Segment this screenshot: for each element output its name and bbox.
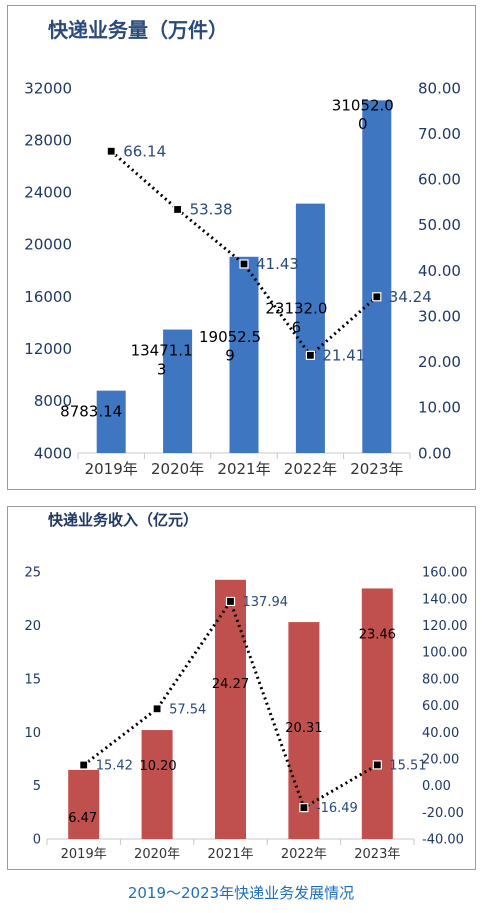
x-axis-category-label: 2021年 xyxy=(207,847,253,862)
x-axis-category-label: 2019年 xyxy=(61,847,107,862)
chart-panel-volume: 快递业务量（万件） 4000 8000 12000 16000 20000 24000 28… xyxy=(7,5,476,490)
left-axis-tick-label: 12000 xyxy=(24,340,72,358)
line-marker xyxy=(372,292,382,302)
left-axis-tick-label: 15 xyxy=(24,672,41,687)
bar xyxy=(361,588,393,839)
x-axis-category-label: 2023年 xyxy=(354,847,400,862)
right-axis-tick-label: 0.00 xyxy=(422,779,451,794)
x-axis-category-label: 2022年 xyxy=(284,460,337,478)
right-axis-tick-label: -20.00 xyxy=(422,806,464,821)
line-marker xyxy=(173,204,183,215)
bar xyxy=(141,730,173,839)
x-axis-category-label: 2020年 xyxy=(134,847,180,862)
x-axis-category-label: 2023年 xyxy=(350,460,403,478)
line-marker xyxy=(225,596,236,607)
line-data-label: -16.49 xyxy=(316,801,358,816)
right-axis-tick-label: 60.00 xyxy=(418,171,461,189)
bar-data-label: 10.20 xyxy=(139,759,176,774)
line-marker xyxy=(106,146,116,156)
line-marker xyxy=(372,760,382,770)
right-axis-tick-label: 160.00 xyxy=(422,566,468,581)
bar-data-label: 20.31 xyxy=(285,721,322,736)
line-data-label: 57.54 xyxy=(169,702,206,717)
bar xyxy=(295,203,325,453)
right-axis-tick-label: 20.00 xyxy=(422,752,459,767)
x-axis-category-label: 2021年 xyxy=(217,460,270,478)
left-axis-tick-label: 20 xyxy=(24,619,41,634)
left-axis-tick-label: 10 xyxy=(24,726,41,741)
right-axis-tick-label: 30.00 xyxy=(418,307,461,325)
line-data-label: 15.51 xyxy=(389,758,426,773)
bar xyxy=(229,256,259,453)
line-data-label: 66.14 xyxy=(123,142,166,160)
revenue-chart: 0 5 10 15 20 25 -40.00 -20.00 0.00 20.00 40.00 60.0… xyxy=(24,566,468,862)
right-axis-tick-label: -40.00 xyxy=(422,833,464,848)
line-data-label: 53.38 xyxy=(190,201,233,219)
bar xyxy=(163,329,193,453)
bar xyxy=(96,390,126,453)
left-axis-tick-label: 4000 xyxy=(34,444,72,462)
bar xyxy=(362,100,392,454)
left-axis-tick-label: 24000 xyxy=(24,184,72,202)
figure-caption: 2019～2023年快递业务发展情况 xyxy=(127,884,355,902)
line-data-label: 15.42 xyxy=(96,759,133,774)
line-data-label: 21.41 xyxy=(322,347,365,365)
left-axis-tick-label: 16000 xyxy=(24,288,72,306)
left-axis-tick-label: 32000 xyxy=(24,79,72,97)
right-axis-tick-label: 40.00 xyxy=(422,726,459,741)
line-marker xyxy=(79,760,89,770)
left-axis-tick-label: 0 xyxy=(33,833,41,848)
right-axis-tick-label: 10.00 xyxy=(418,399,461,417)
left-axis-tick-label: 28000 xyxy=(24,131,72,149)
right-axis-tick-label: 70.00 xyxy=(418,125,461,143)
right-axis-tick-label: 100.00 xyxy=(422,646,468,661)
bar xyxy=(68,769,100,839)
chart-title: 快递业务收入（亿元） xyxy=(48,511,199,529)
x-axis-category-label: 2020年 xyxy=(151,460,204,478)
line-marker xyxy=(239,259,249,269)
line-marker xyxy=(305,350,315,360)
bar-data-label: 19052.5 9 xyxy=(199,328,261,365)
right-axis-tick-label: 0.00 xyxy=(418,444,451,462)
bar-data-label: 13471.1 3 xyxy=(131,342,193,379)
x-axis-category-label: 2022年 xyxy=(281,847,327,862)
left-axis-tick-label: 5 xyxy=(33,779,41,794)
bar-data-label: 8783.14 xyxy=(60,403,122,421)
left-axis-tick-label: 20000 xyxy=(24,236,72,254)
bar-data-label: 24.27 xyxy=(212,677,249,692)
right-axis-tick-label: 120.00 xyxy=(422,619,468,634)
line-data-label: 41.43 xyxy=(256,255,299,273)
line-data-label: 34.24 xyxy=(389,288,432,306)
left-axis-tick-label: 25 xyxy=(24,566,41,581)
bar-data-label: 31052.0 0 xyxy=(332,96,394,133)
line-data-label: 137.94 xyxy=(243,595,289,610)
right-axis-tick-label: 40.00 xyxy=(418,262,461,280)
left-axis-tick-label: 8000 xyxy=(34,392,72,410)
volume-chart: 4000 8000 12000 16000 20000 24000 28000 32000 0.… xyxy=(24,79,461,478)
line-marker xyxy=(299,803,309,813)
x-axis-category-label: 2019年 xyxy=(85,460,138,478)
right-axis-tick-label: 80.00 xyxy=(422,672,459,687)
right-axis-tick-label: 50.00 xyxy=(418,216,461,234)
chart-title: 快递业务量（万件） xyxy=(48,18,228,42)
line-marker xyxy=(152,704,162,714)
right-axis-tick-label: 80.00 xyxy=(418,79,461,97)
bar-data-label: 23132.0 6 xyxy=(265,300,327,337)
bar-data-label: 23.46 xyxy=(359,627,396,642)
right-axis-tick-label: 140.00 xyxy=(422,592,468,607)
right-axis-tick-label: 20.00 xyxy=(418,353,461,371)
right-axis-tick-label: 60.00 xyxy=(422,699,459,714)
bar xyxy=(215,579,246,839)
bar-data-label: 6.47 xyxy=(68,811,97,826)
growth-rate-line xyxy=(82,598,379,810)
chart-panel-revenue: 快递业务收入（亿元） 0 5 10 15 20 25 -40.00 -20.00 0.00 20.… xyxy=(7,506,476,870)
